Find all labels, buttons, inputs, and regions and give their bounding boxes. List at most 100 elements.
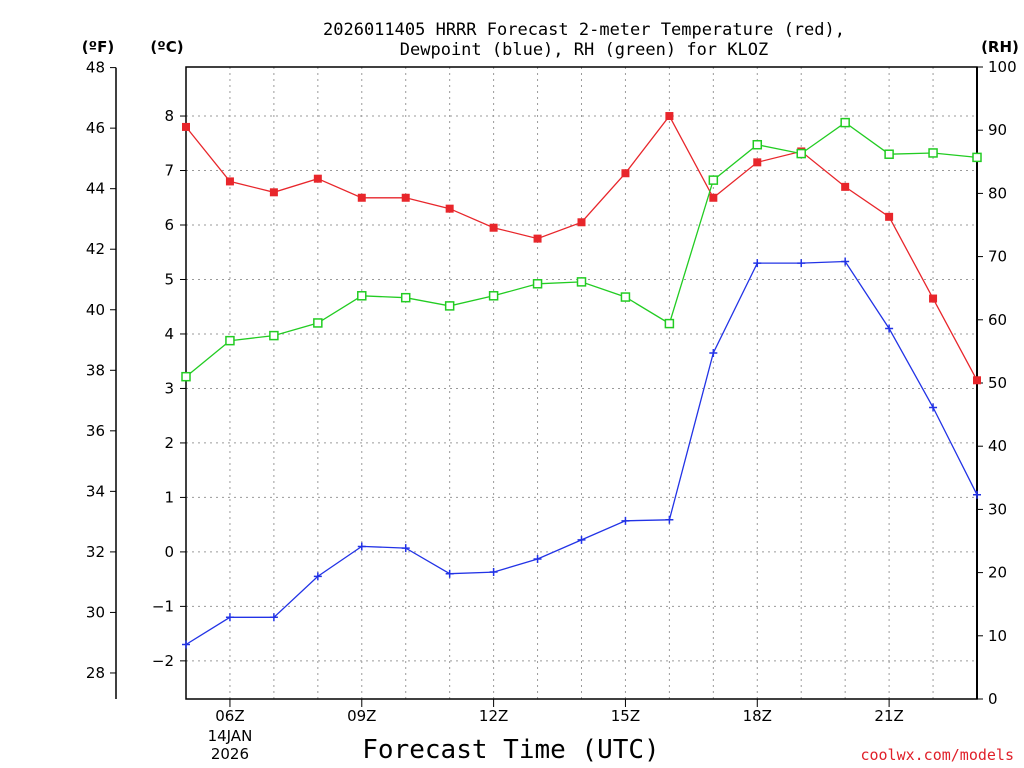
celsius-tick-label: 7	[164, 162, 174, 180]
rh-tick-label: 30	[988, 500, 1007, 518]
fahrenheit-tick-label: 38	[86, 361, 105, 379]
temperature-point	[621, 169, 630, 178]
fahrenheit-tick-label: 46	[86, 119, 105, 137]
temperature-point	[269, 188, 278, 197]
rh-point	[708, 175, 719, 185]
dewpoint-point	[401, 544, 410, 553]
temperature-point	[182, 122, 190, 131]
rh-tick-label: 20	[988, 564, 1007, 582]
rh-point	[225, 335, 235, 346]
temperature-point	[445, 204, 454, 213]
rh-tick-label: 60	[988, 311, 1007, 329]
rh-point	[576, 277, 587, 287]
x-date-label: 2026	[211, 745, 249, 763]
series-rh	[181, 117, 982, 382]
rh-point	[972, 152, 982, 163]
dewpoint-point	[182, 640, 190, 649]
rh-point	[400, 292, 411, 303]
celsius-tick-label: 1	[164, 488, 174, 506]
rh-tick-label: 0	[988, 690, 998, 708]
x-tick-label: 21Z	[874, 707, 903, 725]
fahrenheit-tick-label: 36	[86, 422, 105, 440]
fahrenheit-tick-label: 48	[86, 59, 105, 77]
fahrenheit-tick-label: 28	[86, 664, 105, 682]
rh-point	[884, 149, 894, 159]
dewpoint-point	[665, 515, 674, 524]
rh-tick-label: 100	[988, 58, 1017, 76]
celsius-tick-label: 6	[164, 216, 174, 234]
rh-point	[444, 301, 455, 311]
dewpoint-point	[269, 613, 278, 622]
fahrenheit-tick-label: 40	[86, 301, 105, 319]
temperature-point	[313, 174, 322, 183]
temperature-point	[489, 223, 498, 232]
rh-tick-label: 50	[988, 374, 1007, 392]
dewpoint-point	[489, 568, 498, 577]
rh-point	[269, 330, 279, 341]
celsius-tick-label: −1	[152, 597, 174, 615]
temperature-point	[401, 193, 410, 202]
x-tick-label: 15Z	[611, 707, 640, 725]
x-tick-label: 09Z	[347, 707, 376, 725]
chart-title-line-2: Dewpoint (blue), RH (green) for KLOZ	[400, 40, 768, 60]
temperature-point	[753, 158, 762, 167]
fahrenheit-tick-label: 44	[86, 180, 105, 198]
rh-point	[752, 139, 763, 150]
rh-unit-label: (RH)	[981, 38, 1019, 56]
temperature-point	[665, 112, 674, 121]
plot-frame	[185, 66, 978, 700]
fahrenheit-tick-label: 32	[86, 543, 105, 561]
grid-lines	[186, 67, 977, 699]
dewpoint-point	[973, 490, 981, 499]
temperature-point	[577, 218, 586, 227]
rh-tick-label: 90	[988, 121, 1007, 139]
dewpoint-point	[445, 569, 454, 578]
x-tick-label: 18Z	[743, 707, 772, 725]
dewpoint-point	[357, 542, 366, 551]
rh-point	[488, 291, 499, 301]
rh-tick-label: 10	[988, 627, 1007, 645]
dewpoint-point	[709, 349, 718, 358]
celsius-tick-label: 5	[164, 270, 174, 288]
rh-tick-label: 70	[988, 248, 1007, 266]
x-axis-title: Forecast Time (UTC)	[362, 735, 659, 765]
celsius-unit-label: (ºC)	[150, 38, 183, 56]
x-tick-label: 12Z	[479, 707, 508, 725]
dewpoint-point	[621, 516, 630, 525]
axes: −2−1012345678283032343638404244464801020…	[86, 58, 1017, 763]
temperature-point	[885, 212, 894, 221]
rh-point	[313, 318, 323, 328]
dewpoint-point	[577, 535, 586, 544]
temperature-point	[709, 193, 718, 202]
fahrenheit-unit-label: (ºF)	[82, 38, 114, 56]
data-series	[181, 112, 982, 649]
rh-tick-label: 80	[988, 184, 1007, 202]
dewpoint-point	[885, 324, 894, 333]
celsius-tick-label: 2	[164, 434, 174, 452]
rh-point	[796, 148, 806, 159]
dewpoint-point	[753, 259, 762, 268]
dewpoint-point	[313, 572, 322, 581]
temperature-point	[225, 177, 234, 186]
dewpoint-point	[225, 613, 234, 622]
rh-point	[664, 318, 675, 329]
rh-point	[357, 291, 367, 301]
rh-point	[532, 279, 543, 289]
temperature-point	[357, 193, 366, 202]
x-tick-label: 06Z	[215, 707, 244, 725]
rh-point	[620, 292, 631, 302]
fahrenheit-tick-label: 30	[86, 603, 105, 621]
series-dewpoint	[182, 257, 981, 649]
temperature-point	[841, 182, 850, 191]
rh-point	[181, 371, 191, 382]
celsius-tick-label: 3	[164, 379, 174, 397]
celsius-tick-label: 0	[164, 543, 174, 561]
x-date-label: 14JAN	[208, 727, 253, 745]
rh-point	[928, 148, 938, 158]
fahrenheit-tick-label: 42	[86, 240, 105, 258]
celsius-tick-label: 4	[164, 325, 174, 343]
temperature-point	[533, 234, 542, 243]
rh-tick-label: 40	[988, 437, 1007, 455]
credit-label: coolwx.com/models	[860, 746, 1014, 764]
fahrenheit-tick-label: 34	[86, 482, 105, 500]
